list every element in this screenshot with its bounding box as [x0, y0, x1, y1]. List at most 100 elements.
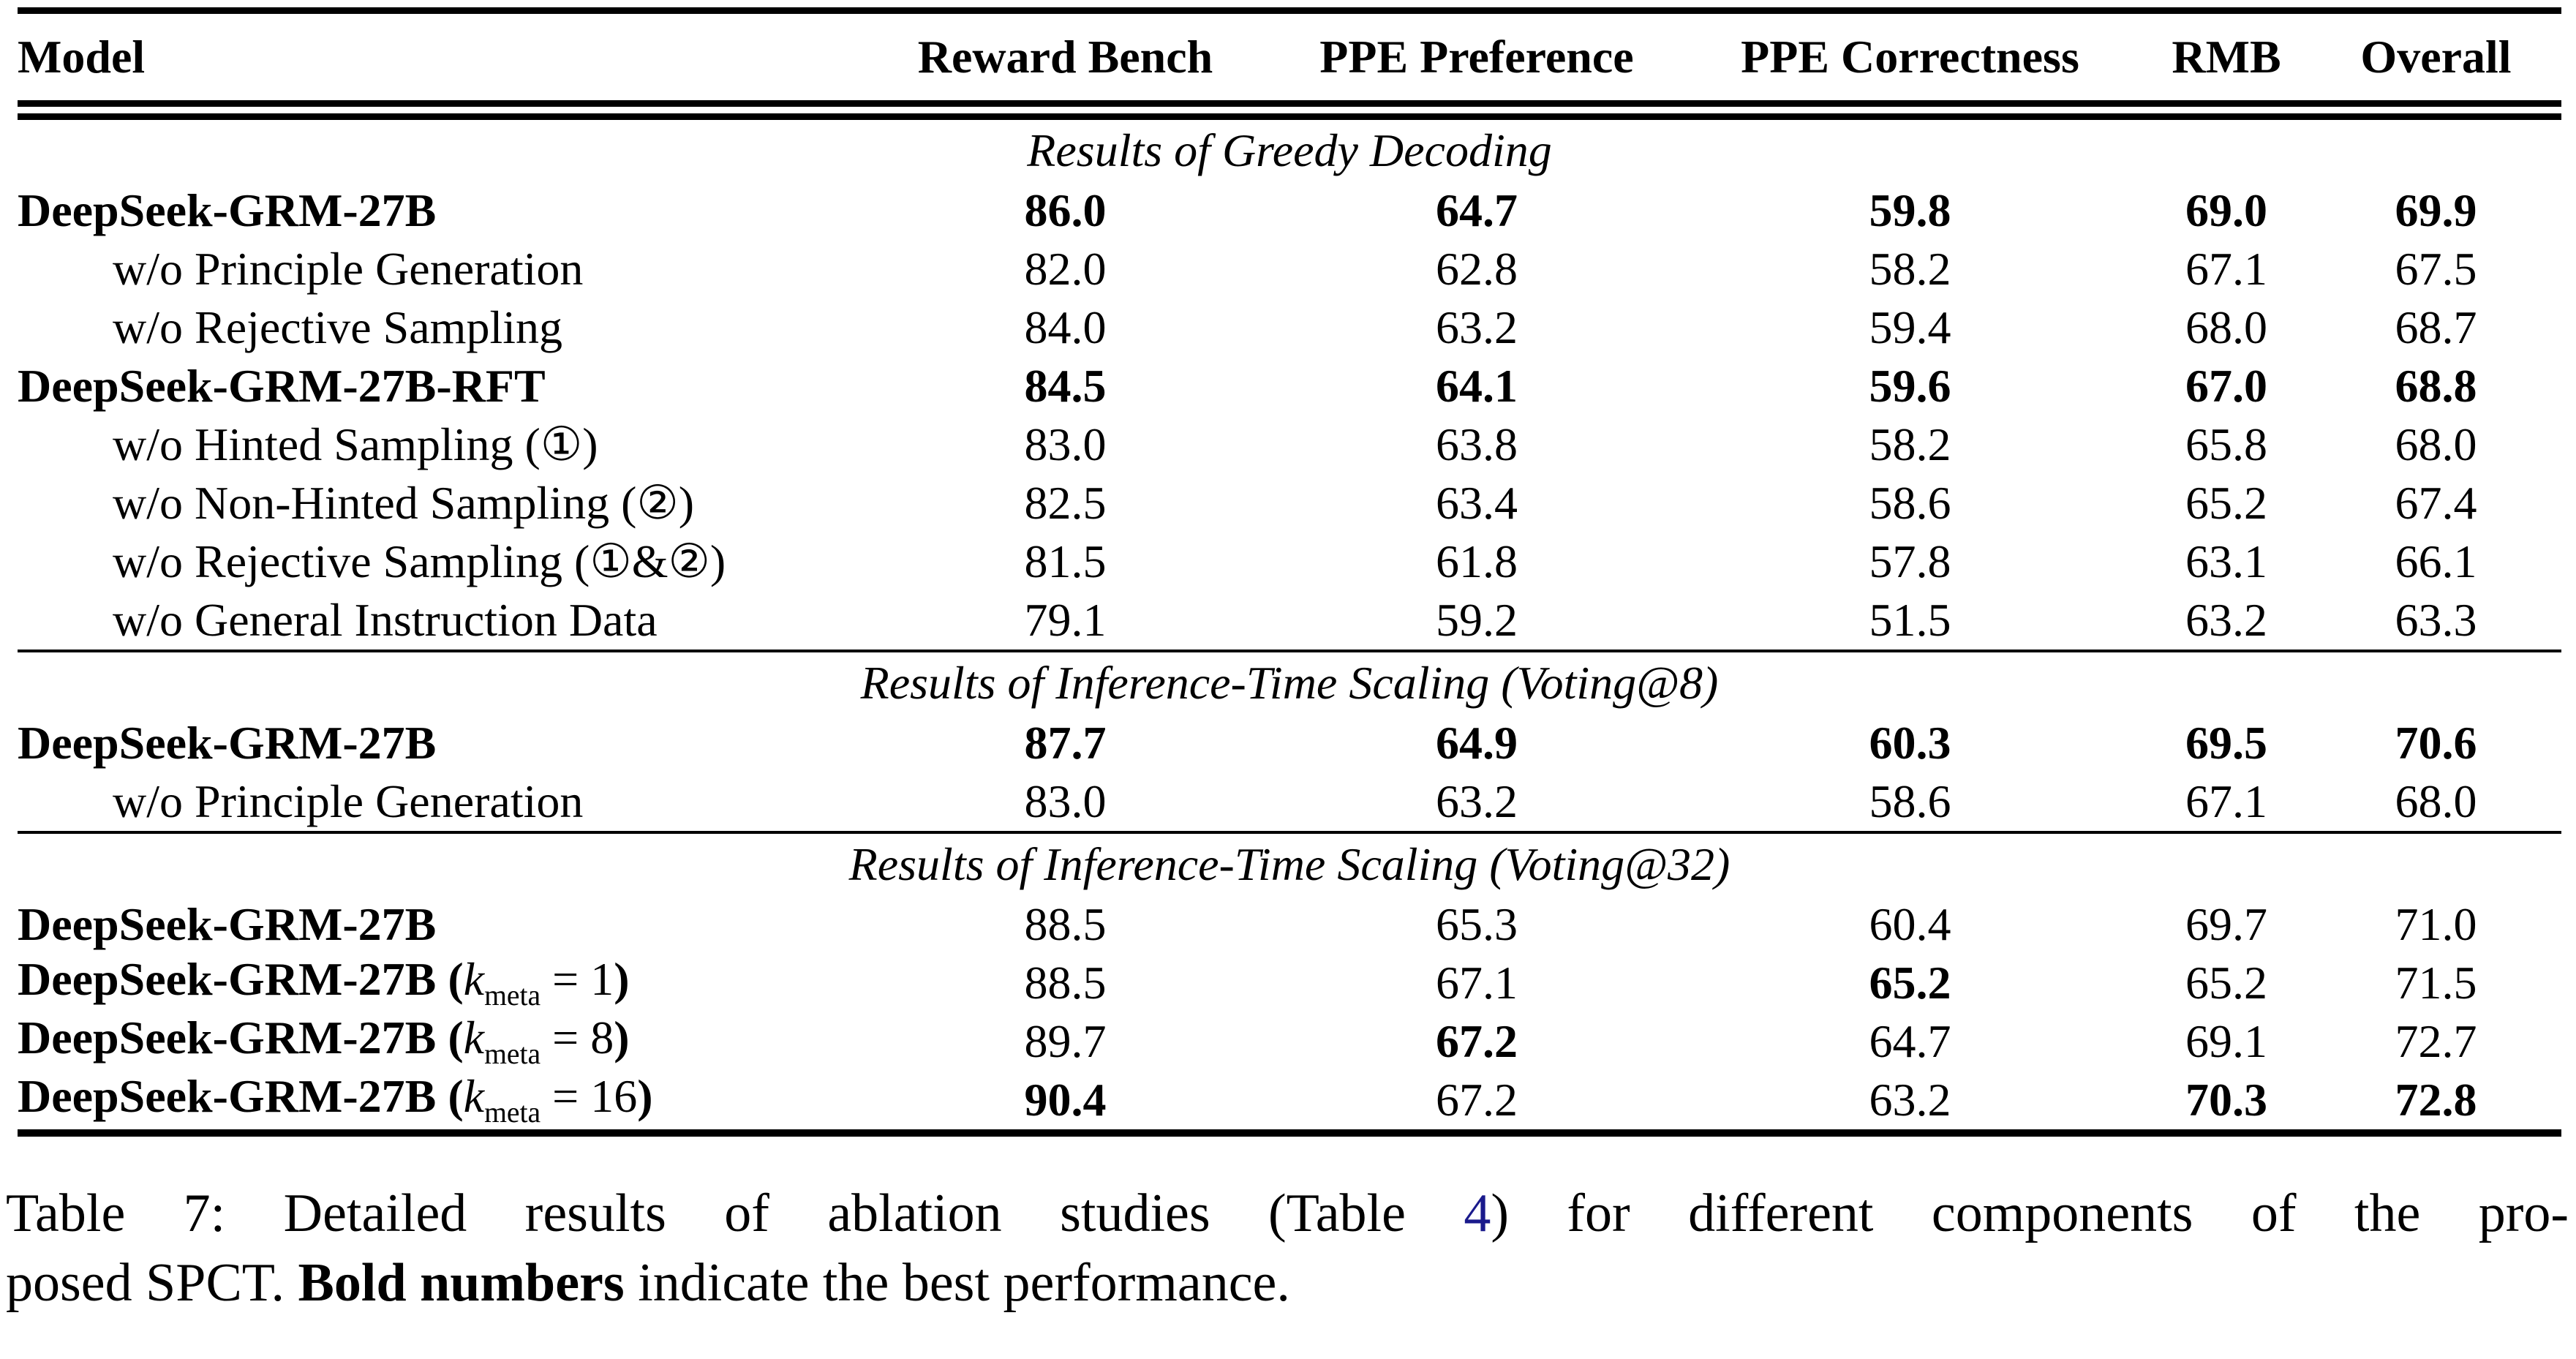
value-cell-ppe-preference: 63.8	[1436, 418, 1518, 470]
value-cell-rmb: 63.2	[2185, 593, 2267, 646]
model-math-prefix: DeepSeek-GRM-27B (	[18, 1012, 464, 1064]
value-cell-rmb: 70.3	[2185, 1073, 2267, 1126]
section-title: Results of Inference-Time Scaling (Votin…	[18, 831, 2561, 895]
value-cell-reward-bench: 82.0	[1024, 242, 1107, 295]
table-row: w/o Rejective Sampling 84.0 63.2 59.4 68…	[18, 298, 2561, 357]
value-cell-reward-bench: 88.5	[1024, 956, 1107, 1009]
model-cell: DeepSeek-GRM-27B (kmeta = 16)	[18, 1071, 855, 1133]
table-row: DeepSeek-GRM-27B (kmeta = 1) 88.5 67.1 6…	[18, 954, 2561, 1012]
value-cell-ppe-correctness: 58.2	[1869, 242, 1951, 295]
value-cell-reward-bench: 89.7	[1024, 1014, 1107, 1067]
section-header-row: Results of Inference-Time Scaling (Votin…	[18, 650, 2561, 714]
value-cell-ppe-preference: 62.8	[1436, 242, 1518, 295]
value-cell-overall: 71.5	[2395, 956, 2477, 1009]
column-header-model: Model	[18, 10, 855, 120]
value-cell-ppe-preference: 63.2	[1436, 775, 1518, 827]
value-cell-ppe-preference: 63.4	[1436, 476, 1518, 529]
value-cell-ppe-correctness: 59.8	[1869, 184, 1951, 236]
table-row: w/o Non-Hinted Sampling (②) 82.5 63.4 58…	[18, 474, 2561, 532]
section-title: Results of Greedy Decoding	[1027, 124, 1552, 176]
model-cell: DeepSeek-GRM-27B (kmeta = 8)	[18, 1012, 855, 1071]
value-cell-overall: 67.5	[2395, 242, 2477, 295]
model-cell: w/o Non-Hinted Sampling (②)	[113, 476, 695, 529]
model-cell: DeepSeek-GRM-27B	[18, 716, 437, 769]
model-math-var: k	[463, 953, 485, 1006]
table-row: w/o Rejective Sampling (①&②) 81.5 61.8 5…	[18, 532, 2561, 591]
table-row: DeepSeek-GRM-27B-RFT 84.5 64.1 59.6 67.0…	[18, 357, 2561, 415]
value-cell-overall: 72.8	[2395, 1073, 2477, 1126]
model-cell: w/o General Instruction Data	[113, 593, 658, 646]
value-cell-ppe-correctness: 51.5	[1869, 593, 1951, 646]
value-cell-overall: 69.9	[2395, 184, 2477, 236]
table-row: DeepSeek-GRM-27B 86.0 64.7 59.8 69.0 69.…	[18, 181, 2561, 240]
value-cell-reward-bench: 83.0	[1024, 418, 1107, 470]
model-cell: DeepSeek-GRM-27B	[18, 897, 437, 950]
model-cell: DeepSeek-GRM-27B-RFT	[18, 359, 546, 412]
table-4-link[interactable]: 4	[1464, 1183, 1491, 1243]
table-row: DeepSeek-GRM-27B 87.7 64.9 60.3 69.5 70.…	[18, 714, 2561, 772]
value-cell-overall: 68.0	[2395, 418, 2477, 470]
value-cell-ppe-preference: 63.2	[1436, 301, 1518, 353]
ablation-results-table: Model Reward Bench PPE Preference PPE Co…	[18, 7, 2561, 1137]
value-cell-rmb: 67.1	[2185, 242, 2267, 295]
column-header-overall: Overall	[2311, 10, 2561, 120]
column-header-ppe-correctness: PPE Correctness	[1678, 10, 2142, 120]
model-math-equals: = 8	[541, 1012, 614, 1064]
column-header-rmb: RMB	[2142, 10, 2311, 120]
value-cell-reward-bench: 83.0	[1024, 775, 1107, 827]
value-cell-ppe-correctness: 65.2	[1869, 956, 1951, 1009]
section-header-row: Results of Greedy Decoding	[18, 110, 2561, 182]
table-header: Model Reward Bench PPE Preference PPE Co…	[18, 10, 2561, 120]
model-math-subscript: meta	[484, 1038, 541, 1071]
value-cell-rmb: 69.0	[2185, 184, 2267, 236]
model-math-suffix: )	[614, 1012, 630, 1064]
value-cell-ppe-preference: 67.2	[1436, 1073, 1518, 1126]
value-cell-rmb: 69.7	[2185, 897, 2267, 950]
model-math-equals: = 16	[541, 1070, 638, 1123]
value-cell-ppe-preference: 64.1	[1436, 359, 1518, 412]
value-cell-overall: 67.4	[2395, 476, 2477, 529]
value-cell-reward-bench: 86.0	[1024, 184, 1107, 236]
value-cell-reward-bench: 90.4	[1024, 1073, 1107, 1126]
model-cell: w/o Rejective Sampling	[113, 301, 562, 353]
value-cell-overall: 71.0	[2395, 897, 2477, 950]
value-cell-overall: 68.8	[2395, 359, 2477, 412]
value-cell-overall: 68.0	[2395, 775, 2477, 827]
value-cell-reward-bench: 84.0	[1024, 301, 1107, 353]
caption-line-2: posed SPCT. Bold numbers indicate the be…	[6, 1249, 2569, 1318]
paper-table-figure: Model Reward Bench PPE Preference PPE Co…	[0, 7, 2576, 1359]
value-cell-rmb: 69.5	[2185, 716, 2267, 769]
value-cell-rmb: 67.1	[2185, 775, 2267, 827]
value-cell-ppe-correctness: 59.6	[1869, 359, 1951, 412]
table-row: w/o Principle Generation 83.0 63.2 58.6 …	[18, 772, 2561, 832]
table-row: w/o General Instruction Data 79.1 59.2 5…	[18, 591, 2561, 651]
value-cell-overall: 63.3	[2395, 593, 2477, 646]
section-title: Results of Inference-Time Scaling (Votin…	[18, 650, 2561, 714]
model-math-var: k	[463, 1070, 485, 1123]
caption-text: ) for different components of the pro-	[1491, 1183, 2569, 1243]
value-cell-overall: 72.7	[2395, 1014, 2477, 1067]
value-cell-ppe-preference: 65.3	[1436, 897, 1518, 950]
value-cell-rmb: 65.2	[2185, 956, 2267, 1009]
model-math-prefix: DeepSeek-GRM-27B (	[18, 953, 464, 1006]
value-cell-ppe-preference: 61.8	[1436, 535, 1518, 587]
value-cell-overall: 68.7	[2395, 301, 2477, 353]
value-cell-reward-bench: 87.7	[1024, 716, 1107, 769]
model-math-suffix: )	[637, 1070, 653, 1123]
value-cell-overall: 70.6	[2395, 716, 2477, 769]
column-header-reward-bench: Reward Bench	[855, 10, 1276, 120]
value-cell-ppe-preference: 64.7	[1436, 184, 1518, 236]
column-header-ppe-preference: PPE Preference	[1276, 10, 1678, 120]
model-math-subscript: meta	[484, 1096, 541, 1129]
caption-line-1: Table 7: Detailed results of ablation st…	[6, 1179, 2569, 1249]
value-cell-overall: 66.1	[2395, 535, 2477, 587]
value-cell-rmb: 69.1	[2185, 1014, 2267, 1067]
value-cell-ppe-correctness: 64.7	[1869, 1014, 1951, 1067]
value-cell-ppe-correctness: 58.6	[1869, 476, 1951, 529]
value-cell-ppe-preference: 64.9	[1436, 716, 1518, 769]
caption-text: indicate the best performance.	[624, 1253, 1290, 1313]
value-cell-ppe-correctness: 58.6	[1869, 775, 1951, 827]
value-cell-ppe-correctness: 58.2	[1869, 418, 1951, 470]
model-cell: DeepSeek-GRM-27B (kmeta = 1)	[18, 954, 855, 1012]
table-row: DeepSeek-GRM-27B (kmeta = 8) 89.7 67.2 6…	[18, 1012, 2561, 1071]
